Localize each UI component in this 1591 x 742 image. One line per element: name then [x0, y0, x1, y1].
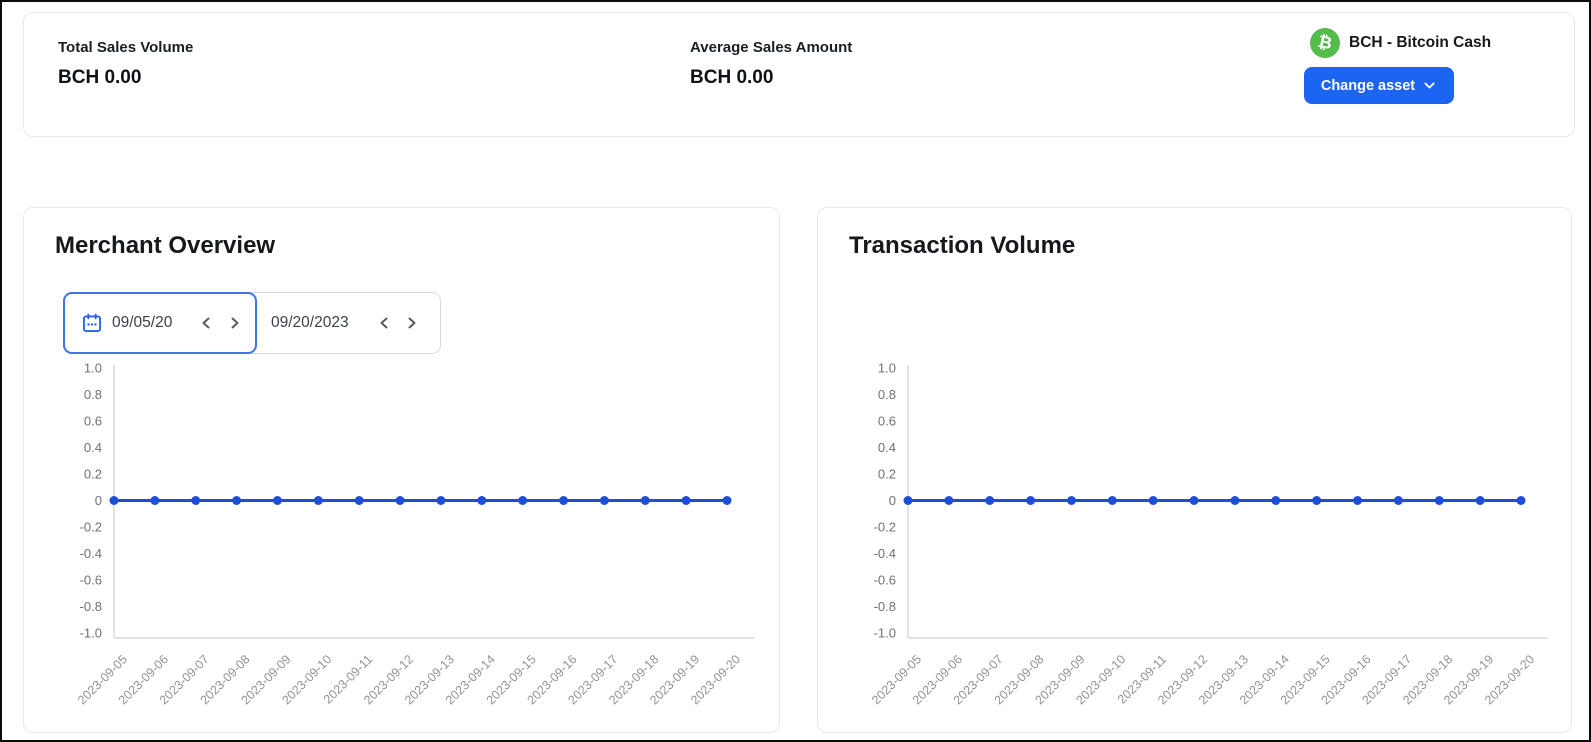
- total-sales-volume-value: BCH 0.00: [58, 67, 142, 88]
- svg-text:0: 0: [95, 493, 102, 508]
- svg-text:0.6: 0.6: [84, 414, 102, 429]
- svg-text:-0.6: -0.6: [80, 573, 102, 588]
- average-sales-amount-label: Average Sales Amount: [690, 39, 853, 56]
- transaction-volume-chart: 1.00.80.60.40.20-0.2-0.4-0.6-0.8-1.02023…: [869, 361, 1548, 707]
- svg-text:0.2: 0.2: [84, 467, 102, 482]
- total-sales-volume-label: Total Sales Volume: [58, 39, 194, 56]
- calendar-icon: [83, 313, 101, 332]
- svg-text:0.8: 0.8: [878, 387, 896, 402]
- svg-text:0.4: 0.4: [878, 440, 896, 455]
- svg-text:0.8: 0.8: [84, 387, 102, 402]
- total-sales-volume-stat: Total Sales Volume BCH 0.00: [58, 39, 193, 89]
- start-date-field[interactable]: 09/05/20: [63, 292, 257, 354]
- svg-text:-0.6: -0.6: [874, 573, 896, 588]
- asset-name: BCH - Bitcoin Cash: [1349, 34, 1492, 51]
- change-asset-button[interactable]: Change asset: [1304, 67, 1454, 104]
- svg-text:-0.2: -0.2: [80, 520, 102, 535]
- svg-text:0.4: 0.4: [84, 440, 102, 455]
- selected-asset: ₿ BCH - Bitcoin Cash: [1310, 28, 1491, 58]
- merchant-overview-title: Merchant Overview: [55, 232, 276, 259]
- svg-text:0.6: 0.6: [878, 414, 896, 429]
- svg-text:-0.4: -0.4: [80, 546, 102, 561]
- svg-text:-1.0: -1.0: [80, 626, 102, 641]
- end-date-prev-button[interactable]: [372, 309, 396, 337]
- svg-text:0: 0: [889, 493, 896, 508]
- transaction-volume-title: Transaction Volume: [849, 232, 1076, 259]
- bch-coin-icon: ₿: [1310, 28, 1340, 58]
- start-date-prev-button[interactable]: [195, 309, 215, 337]
- end-date-next-button[interactable]: [400, 309, 424, 337]
- svg-text:1.0: 1.0: [878, 361, 896, 376]
- date-range-picker: 09/05/20 09/20/2023: [63, 292, 441, 354]
- end-date-value[interactable]: 09/20/2023: [271, 314, 349, 331]
- chevron-right-icon: [408, 317, 416, 329]
- summary-card: Total Sales Volume BCH 0.00 Average Sale…: [23, 12, 1575, 137]
- chevron-down-icon: [1424, 82, 1435, 89]
- start-date-next-button[interactable]: [225, 309, 245, 337]
- change-asset-button-label: Change asset: [1320, 77, 1416, 94]
- svg-text:1.0: 1.0: [84, 361, 102, 376]
- svg-text:-1.0: -1.0: [874, 626, 896, 641]
- average-sales-amount-stat: Average Sales Amount BCH 0.00: [690, 39, 852, 89]
- end-date-field[interactable]: 09/20/2023: [257, 293, 440, 353]
- svg-text:0.2: 0.2: [878, 467, 896, 482]
- merchant-overview-card: Merchant Overview 09/05/20: [23, 207, 780, 733]
- start-date-value[interactable]: 09/05/20: [111, 314, 173, 331]
- transaction-volume-card: Transaction Volume 1.0 0.8 0.6 0.4 0.2 0 -0.2 -…: [817, 207, 1572, 733]
- svg-text:-0.2: -0.2: [874, 520, 896, 535]
- chevron-left-icon: [202, 317, 210, 329]
- svg-text:-0.8: -0.8: [874, 599, 896, 614]
- merchant-overview-chart: 1.00.80.60.40.20-0.2-0.4-0.6-0.8-1.02023…: [75, 361, 754, 707]
- svg-text:-0.4: -0.4: [874, 546, 896, 561]
- chevron-left-icon: [380, 317, 388, 329]
- average-sales-amount-value: BCH 0.00: [690, 67, 774, 88]
- chevron-right-icon: [231, 317, 239, 329]
- svg-text:-0.8: -0.8: [80, 599, 102, 614]
